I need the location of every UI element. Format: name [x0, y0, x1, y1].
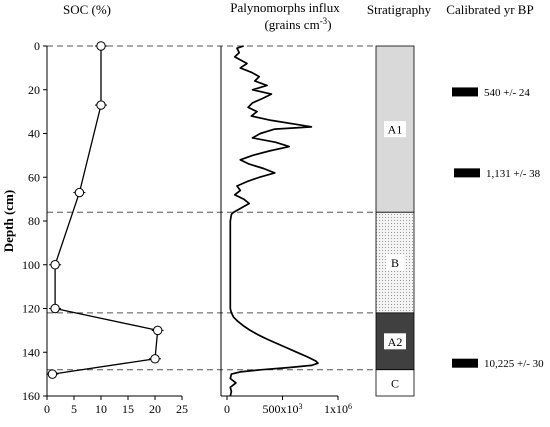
date-label-1: 1,131 +/- 38 [486, 168, 541, 180]
soc-point-2 [74, 187, 85, 198]
soc-line [52, 46, 159, 375]
soc-x-tick-label-0: 0 [44, 402, 50, 416]
date-label-2: 10,225 +/- 30 [484, 358, 544, 370]
soc-point-3 [50, 260, 60, 270]
date-label-0: 540 +/- 24 [484, 87, 530, 99]
depth-tick-label-100: 100 [22, 258, 40, 272]
strat-unit-c [375, 369, 415, 397]
soc-point-0 [96, 41, 106, 51]
depth-axis-label: Depth (cm) [1, 190, 16, 252]
strat-label-c: C [391, 376, 399, 390]
soc-point-7 [47, 369, 58, 379]
strat-label-b: B [391, 256, 399, 270]
influx-panel-unit: (grains cm-3) [264, 16, 331, 32]
strat-label-box-a2 [384, 333, 406, 350]
soc-x-tick-label-5: 5 [71, 402, 77, 416]
depth-tick-label-140: 140 [22, 345, 40, 359]
depth-tick-label-60: 60 [28, 170, 40, 184]
strat-label-a2: A2 [388, 335, 403, 349]
depth-tick-label-80: 80 [28, 214, 40, 228]
influx-x-tick-label-0: 0 [224, 402, 230, 416]
soc-x-tick-label-20: 20 [149, 402, 161, 416]
stratigraphy-column: A1 B A2 C [375, 45, 415, 397]
strat-label-box-a1 [384, 121, 406, 138]
date-marker-2 [452, 358, 478, 368]
depth-tick-label-0: 0 [34, 39, 40, 53]
strat-label-box-b [386, 254, 404, 271]
influx-x-tick-label-1: 500x103 [263, 402, 303, 417]
soc-point-4 [50, 303, 60, 314]
influx-series [229, 45, 319, 397]
depth-tick-label-40: 40 [28, 127, 40, 141]
soc-panel-title: SOC (%) [63, 2, 111, 17]
strat-label-a1: A1 [388, 123, 403, 137]
soc-point-1 [96, 100, 106, 110]
date-marker-0 [452, 87, 478, 97]
influx-panel-title: Palynomorphs influx [230, 0, 340, 15]
dates-title: Calibrated yr BP [446, 2, 533, 17]
radiocarbon-dates: 540 +/- 24 1,131 +/- 38 10,225 +/- 30 [452, 87, 544, 370]
stratigraphy-title: Stratigraphy [367, 2, 432, 17]
depth-tick-label-120: 120 [22, 302, 40, 316]
depth-tick-label-160: 160 [22, 389, 40, 403]
boundary-lines [47, 45, 376, 371]
soc-point-5 [153, 325, 163, 336]
depth-tick-label-20: 20 [28, 83, 40, 97]
date-marker-1 [454, 168, 480, 178]
soc-point-6 [150, 354, 160, 364]
soc-series [46, 41, 164, 379]
soc-x-tick-label-15: 15 [122, 402, 134, 416]
soc-x-tick-label-10: 10 [95, 402, 107, 416]
soc-x-tick-label-25: 25 [176, 402, 188, 416]
influx-curve [229, 45, 319, 397]
influx-x-tick-label-2: 1x106 [324, 402, 352, 417]
axes: 0 20 40 60 80 100 120 140 160 0 5 10 15 20 25 0 500x103 1… [22, 39, 352, 416]
